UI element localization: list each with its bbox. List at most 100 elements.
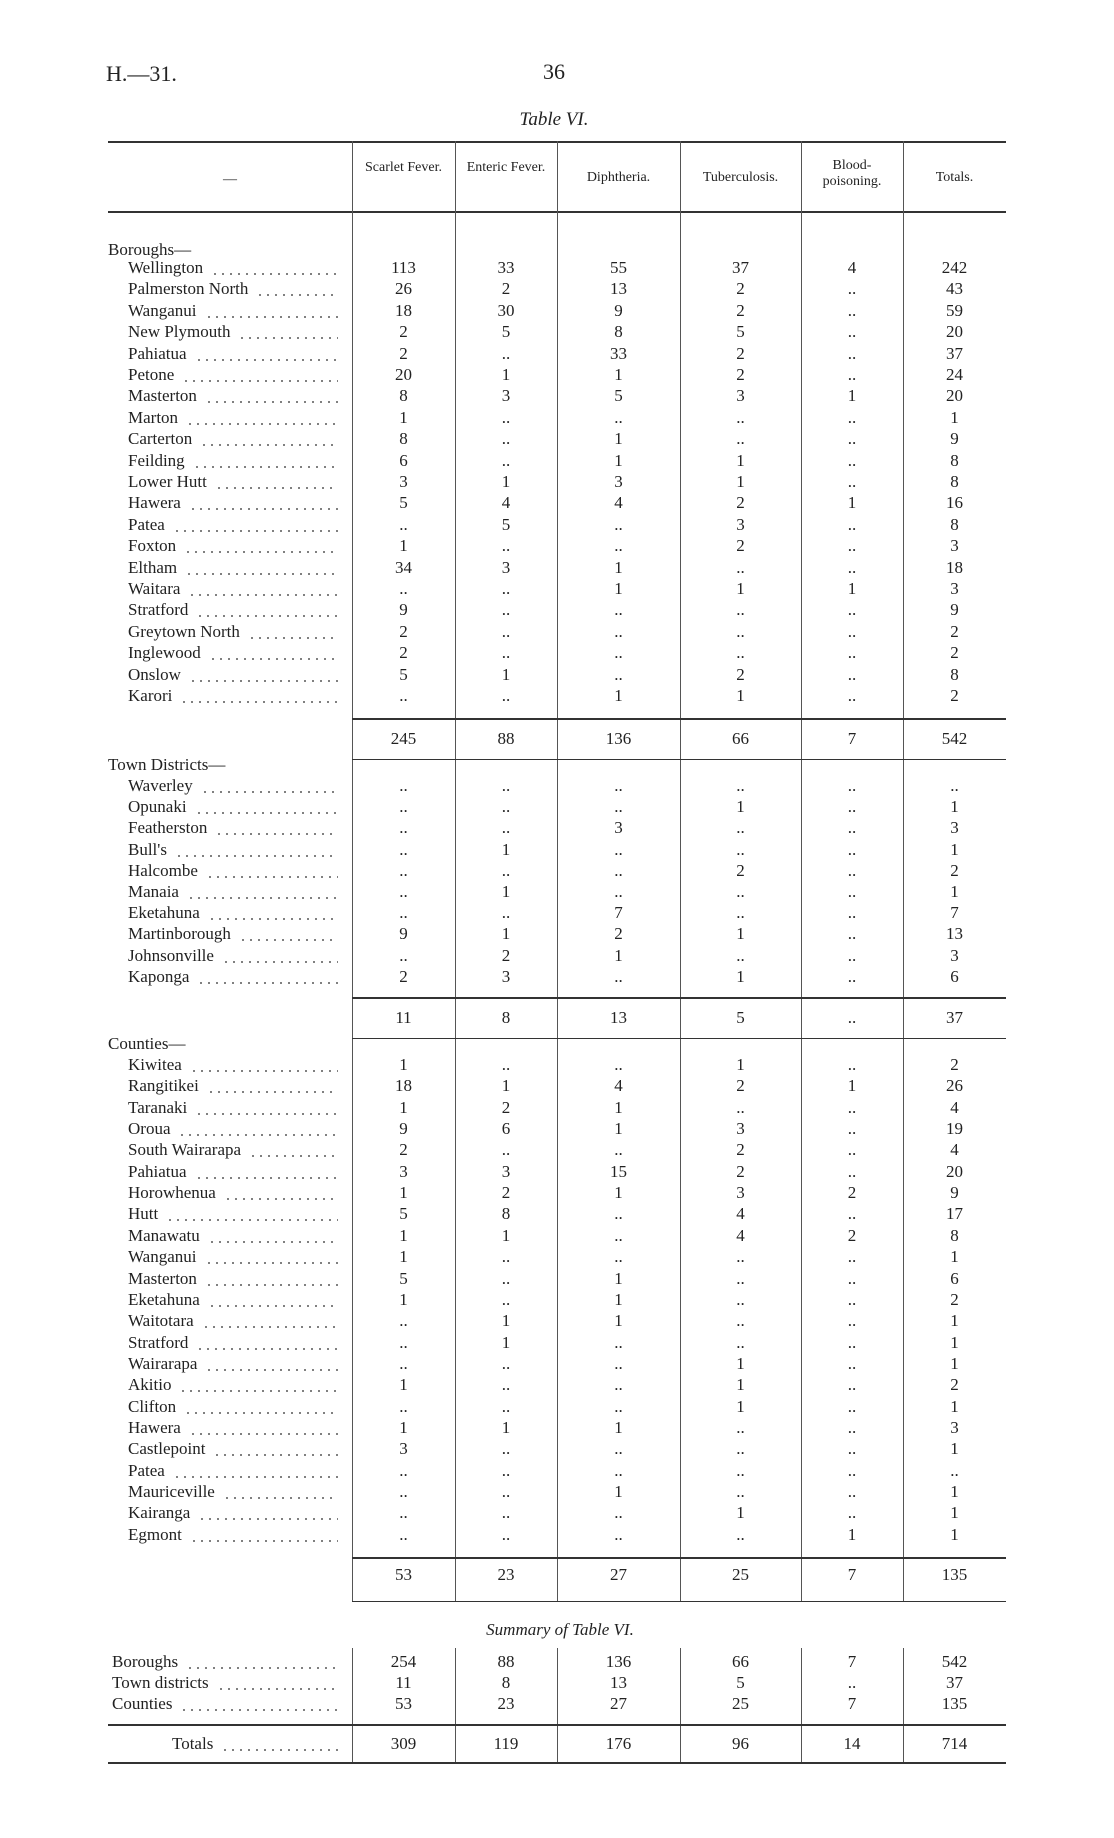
- table-cell: 1: [736, 966, 745, 986]
- rule: [352, 997, 1006, 999]
- table-cell: 1: [736, 1375, 745, 1395]
- row-label: Eketahuna: [128, 1289, 200, 1309]
- table-cell: 3: [614, 818, 623, 838]
- table-cell: 20: [946, 322, 963, 342]
- table-cell: ..: [847, 1097, 857, 1117]
- table-cell: ..: [847, 557, 857, 577]
- table-cell: 2: [950, 686, 959, 705]
- table-cell: ..: [847, 1268, 857, 1288]
- table-cell: ..: [399, 797, 408, 817]
- leader: [208, 918, 338, 921]
- table-cell: ..: [614, 860, 623, 880]
- table-cell: 1: [399, 1289, 408, 1309]
- row-label: Taranaki: [128, 1097, 188, 1117]
- table-cell: 2: [399, 343, 408, 363]
- table-cell: 1: [614, 557, 623, 577]
- table-cell: 1: [847, 1076, 857, 1096]
- table-cell: ..: [847, 1353, 857, 1373]
- table-cell: 1: [501, 1332, 511, 1352]
- table-cell: ..: [501, 621, 511, 641]
- table-cell: 1: [950, 1332, 959, 1352]
- leader: [213, 1454, 338, 1457]
- table-cell: ..: [399, 818, 408, 838]
- column-rule: [455, 141, 456, 1601]
- leader: [205, 1368, 338, 1371]
- table-cell: ..: [736, 945, 745, 965]
- leader: [238, 337, 338, 340]
- table-cell: ..: [847, 472, 857, 491]
- table-cell: 2: [736, 1076, 745, 1096]
- rule: [352, 1601, 1006, 1602]
- column-header: Diphtheria.: [586, 170, 651, 185]
- table-cell: 1: [950, 1247, 959, 1267]
- row-label: Petone: [128, 365, 175, 384]
- table-cell: 1: [950, 1311, 959, 1331]
- table-cell: 3: [501, 386, 511, 406]
- table-cell: 6: [950, 966, 959, 986]
- table-cell: 4: [847, 258, 857, 277]
- table-cell: ..: [501, 1524, 511, 1544]
- table-cell: 3: [950, 1417, 959, 1437]
- table-cell: 5: [736, 1673, 745, 1692]
- table-cell: 3: [736, 514, 745, 534]
- leader: [221, 1749, 338, 1751]
- table-cell: 14: [843, 1734, 861, 1753]
- table-cell: ..: [399, 1396, 408, 1416]
- table-cell: 1: [614, 1311, 623, 1331]
- table-cell: ..: [847, 1119, 857, 1139]
- leader: [196, 615, 338, 618]
- table-cell: ..: [501, 407, 511, 427]
- table-cell: ..: [847, 1055, 857, 1074]
- table-cell: ..: [501, 450, 511, 470]
- table-cell: ..: [847, 343, 857, 363]
- table-cell: 136: [605, 729, 632, 748]
- row-label: Counties: [112, 1694, 173, 1713]
- table-cell: ..: [847, 882, 857, 901]
- row-label: Waitara: [128, 579, 181, 598]
- table-cell: ..: [847, 1482, 857, 1501]
- table-cell: 2: [399, 322, 408, 342]
- column-header: Enteric Fever.: [466, 160, 546, 175]
- table-cell: 1: [847, 493, 857, 513]
- leader: [239, 939, 338, 942]
- table-cell: ..: [736, 1289, 745, 1309]
- table-cell: 2: [501, 1183, 511, 1203]
- section-heading: Counties—: [108, 1034, 186, 1053]
- row-label: Clifton: [128, 1396, 177, 1416]
- table-cell: 9: [399, 924, 408, 944]
- table-cell: 7: [950, 903, 959, 923]
- row-label: South Wairarapa: [128, 1140, 242, 1160]
- table-cell: 2: [501, 1097, 511, 1117]
- table-cell: 3: [501, 557, 511, 577]
- table-cell: ..: [614, 1460, 623, 1480]
- table-cell: 1: [501, 472, 511, 491]
- table-cell: ..: [501, 1396, 511, 1416]
- table-cell: ..: [847, 514, 857, 534]
- table-cell: 16: [946, 493, 963, 513]
- leader: [182, 380, 338, 382]
- table-cell: 8: [501, 1673, 511, 1692]
- table-cell: 20: [946, 1161, 963, 1181]
- table-cell: 3: [399, 1161, 408, 1181]
- table-cell: 13: [610, 279, 627, 299]
- table-cell: 26: [395, 279, 412, 299]
- table-cell: ..: [736, 1417, 745, 1437]
- section-heading: Boroughs—: [108, 240, 192, 259]
- table-cell: 1: [501, 365, 511, 384]
- table-cell: ..: [399, 882, 408, 901]
- leader: [186, 422, 338, 425]
- table-cell: ..: [847, 300, 857, 320]
- rule: [352, 1038, 1006, 1039]
- table-cell: ..: [399, 514, 408, 534]
- table-cell: 3: [736, 1119, 745, 1139]
- table-cell: ..: [847, 1503, 857, 1523]
- table-cell: 23: [497, 1694, 515, 1713]
- table-cell: ..: [614, 1396, 623, 1416]
- table-cell: 25: [732, 1694, 749, 1713]
- table-cell: 2: [399, 643, 408, 663]
- table-cell: ..: [501, 1482, 511, 1501]
- table-cell: 1: [950, 1353, 959, 1373]
- row-label: Kiwitea: [128, 1055, 182, 1074]
- row-label: Carterton: [128, 429, 193, 449]
- table-cell: 30: [497, 300, 515, 320]
